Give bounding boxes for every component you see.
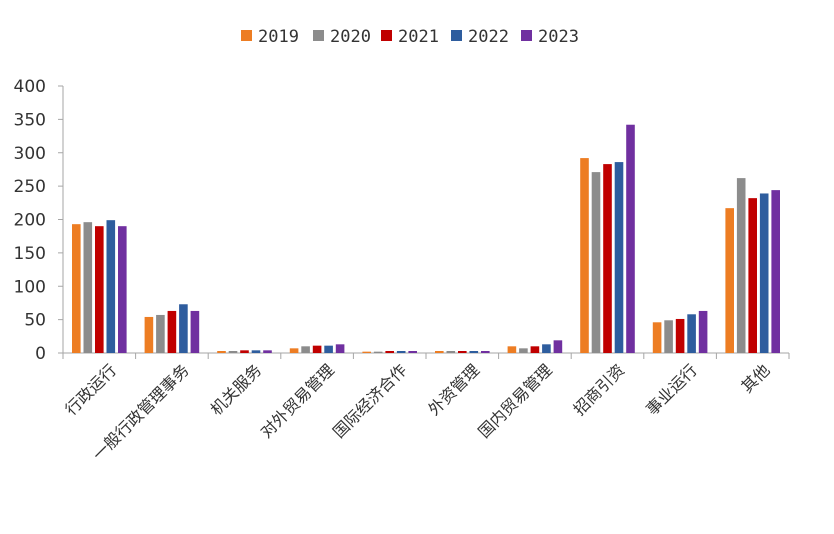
category-label: 国内贸易管理	[474, 360, 555, 441]
category-label: 招商引资	[570, 360, 629, 419]
bar-2020-3	[301, 346, 310, 353]
legend-label-2023: 2023	[538, 27, 579, 47]
y-tick-label: 50	[24, 311, 46, 331]
bar-2021-5	[458, 351, 467, 353]
bar-2023-0	[118, 226, 127, 353]
bar-2019-6	[507, 346, 517, 353]
y-tick-label: 400	[14, 77, 46, 97]
bar-2021-7	[603, 164, 612, 353]
bar-2022-0	[106, 220, 116, 353]
bar-2022-4	[396, 351, 406, 353]
bar-2021-9	[748, 198, 757, 353]
bar-2023-9	[771, 190, 780, 353]
bar-2019-3	[289, 348, 299, 353]
bar-2023-2	[263, 350, 272, 353]
y-tick-label: 350	[14, 110, 46, 130]
bar-2023-1	[190, 310, 200, 353]
bar-2022-3	[324, 345, 333, 353]
bar-2023-8	[698, 310, 708, 353]
legend-swatch-2020	[313, 30, 324, 41]
legend-swatch-2021	[381, 30, 392, 41]
bar-2020-1	[156, 314, 165, 353]
bar-2021-4	[385, 351, 394, 353]
legend-label-2020: 2020	[330, 27, 371, 47]
y-tick-label: 150	[14, 244, 46, 264]
category-label: 行政运行	[61, 360, 120, 419]
category-label: 国际经济合作	[329, 360, 410, 441]
bar-2021-8	[675, 318, 685, 353]
bar-2019-9	[725, 208, 734, 353]
bar-2021-0	[95, 226, 104, 353]
y-tick-label: 0	[35, 344, 46, 364]
bar-2020-7	[591, 172, 601, 353]
bar-2023-4	[408, 351, 417, 353]
bar-2019-0	[72, 224, 81, 353]
bar-2019-2	[217, 351, 226, 353]
bar-2019-4	[362, 351, 371, 353]
legend-swatch-2023	[521, 30, 532, 41]
bar-2020-6	[519, 348, 528, 353]
bar-2021-1	[167, 310, 177, 353]
legend-label-2022: 2022	[468, 27, 509, 47]
category-label: 机关服务	[207, 360, 266, 419]
bar-2022-9	[759, 193, 769, 353]
bar-2021-3	[312, 345, 322, 353]
bar-2019-5	[435, 351, 444, 353]
category-label: 外资管理	[424, 360, 483, 419]
bar-2020-4	[373, 351, 383, 353]
legend-swatch-2022	[451, 30, 462, 41]
legend-label-2019: 2019	[258, 27, 299, 47]
bar-2022-1	[179, 304, 188, 353]
bar-2022-5	[469, 351, 479, 353]
category-label: 对外贸易管理	[257, 360, 338, 441]
bar-2023-3	[335, 344, 345, 353]
axes: 0 50 100 150 200 250 300 350 400	[14, 77, 790, 364]
legend-label-2021: 2021	[398, 27, 439, 47]
bar-2020-8	[664, 320, 673, 353]
y-tick-label: 300	[14, 144, 46, 164]
bar-2022-6	[542, 344, 551, 353]
bar-2020-0	[83, 222, 93, 353]
bar-2022-2	[251, 350, 261, 353]
bar-2020-9	[736, 178, 746, 353]
bar-2023-6	[553, 340, 563, 353]
bar-2020-5	[446, 351, 456, 353]
bar-2023-5	[481, 351, 490, 353]
category-label: 事业运行	[642, 360, 701, 419]
bar-2021-6	[530, 346, 540, 353]
bar-2021-2	[240, 350, 249, 353]
bar-2020-2	[228, 351, 238, 353]
y-tick-label: 100	[14, 277, 46, 297]
bar-2023-7	[626, 124, 635, 353]
bar-2019-7	[580, 158, 589, 353]
category-label: 其他	[737, 360, 773, 396]
bar-2019-1	[144, 316, 154, 353]
y-tick-label: 250	[14, 177, 46, 197]
bar-2019-8	[652, 322, 662, 353]
bar-2022-7	[614, 162, 624, 353]
legend-swatch-2019	[241, 30, 252, 41]
bars	[72, 124, 780, 353]
y-tick-label: 200	[14, 211, 46, 231]
bar-2022-8	[687, 314, 696, 353]
legend: 2019 2020 2021 2022 2023	[241, 27, 579, 47]
